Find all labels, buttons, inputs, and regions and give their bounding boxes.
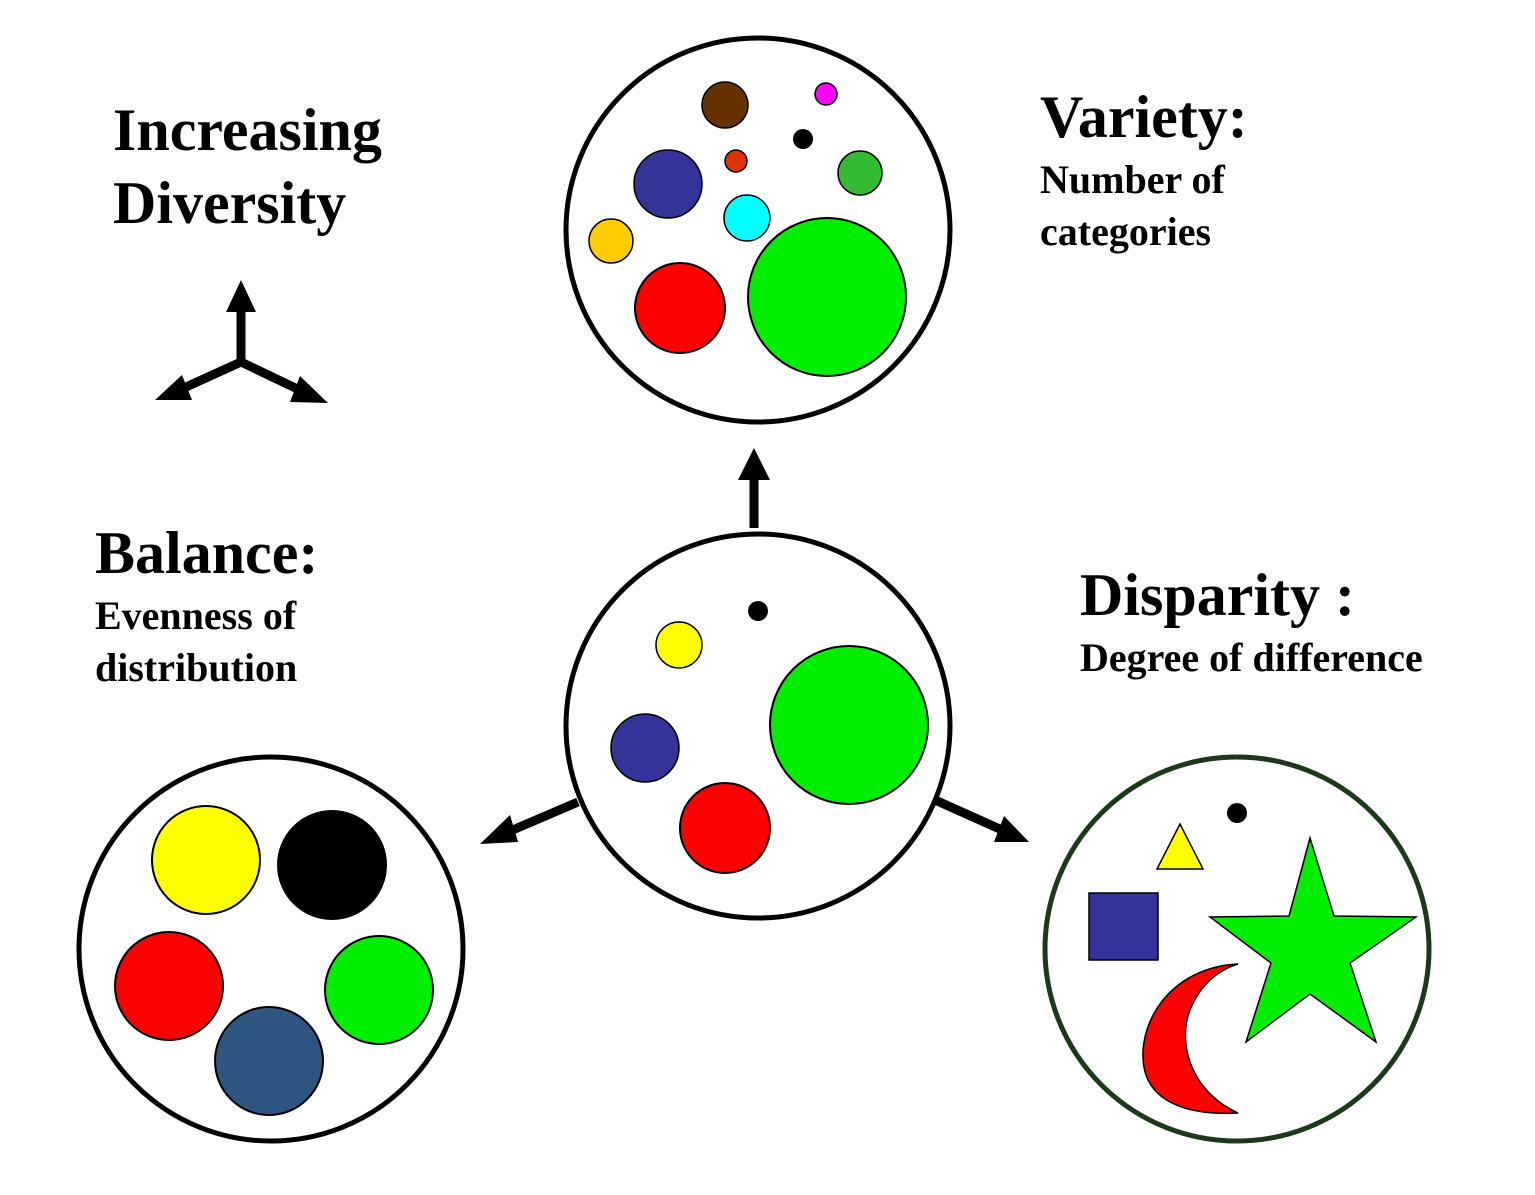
variety-dot-green bbox=[747, 217, 907, 377]
three-way-arrows-icon bbox=[155, 280, 328, 403]
title-line-2: Diversity bbox=[113, 170, 346, 236]
balance-desc-line-1: Evenness of bbox=[95, 593, 297, 638]
center-circle-group bbox=[563, 531, 953, 921]
balance-dot-black bbox=[277, 810, 387, 920]
variety-dot-navy bbox=[633, 149, 703, 219]
variety-dot-cyan bbox=[723, 194, 771, 242]
icon-arrowhead-up bbox=[226, 280, 256, 312]
variety-dot-orange-red bbox=[724, 149, 748, 173]
arrow-to-balance bbox=[506, 797, 580, 837]
disparity-dot-black bbox=[1227, 803, 1247, 823]
icon-arrowhead-left bbox=[155, 375, 192, 400]
variety-dot-leaf-green bbox=[837, 150, 883, 196]
center-dot-red bbox=[679, 782, 771, 874]
variety-desc-line-2: categories bbox=[1040, 209, 1211, 254]
variety-dot-brown bbox=[701, 81, 749, 129]
icon-arrowhead-right bbox=[290, 376, 328, 403]
arrowhead-to-balance bbox=[480, 815, 518, 844]
disparity-crescent-red bbox=[1142, 963, 1239, 1115]
variety-dot-red bbox=[634, 262, 726, 354]
connector-arrows bbox=[480, 448, 1029, 844]
variety-circle-group bbox=[563, 35, 953, 425]
title-line-1: Increasing bbox=[113, 97, 382, 163]
center-dot-yellow bbox=[655, 621, 703, 669]
balance-circle-group bbox=[76, 754, 466, 1144]
disparity-square-navy bbox=[1088, 892, 1159, 961]
variety-dot-black bbox=[793, 129, 813, 149]
disparity-circle-group bbox=[1042, 754, 1432, 1144]
balance-dot-green bbox=[324, 935, 434, 1045]
variety-dot-magenta bbox=[814, 82, 838, 106]
disparity-desc-line-1: Degree of difference bbox=[1080, 635, 1423, 680]
arrowhead-to-disparity bbox=[994, 816, 1029, 842]
variety-desc-line-1: Number of bbox=[1040, 157, 1225, 202]
arrowhead-to-variety bbox=[738, 448, 770, 480]
disparity-heading: Disparity : bbox=[1080, 562, 1355, 628]
balance-dot-yellow bbox=[151, 805, 261, 915]
balance-desc-line-2: distribution bbox=[95, 645, 297, 690]
disparity-circle bbox=[1042, 754, 1432, 1144]
center-dot-black bbox=[748, 601, 768, 621]
disparity-triangle-yellow bbox=[1155, 822, 1205, 870]
center-dot-green bbox=[769, 645, 929, 805]
balance-heading: Balance: bbox=[95, 520, 318, 586]
disparity-star-green bbox=[1207, 835, 1419, 1045]
center-dot-navy bbox=[610, 713, 680, 783]
balance-dot-red bbox=[114, 931, 224, 1041]
balance-dot-steel-blue bbox=[214, 1006, 324, 1116]
variety-heading: Variety: bbox=[1040, 84, 1248, 150]
arrow-to-disparity bbox=[933, 795, 1004, 835]
variety-dot-amber bbox=[588, 218, 634, 264]
